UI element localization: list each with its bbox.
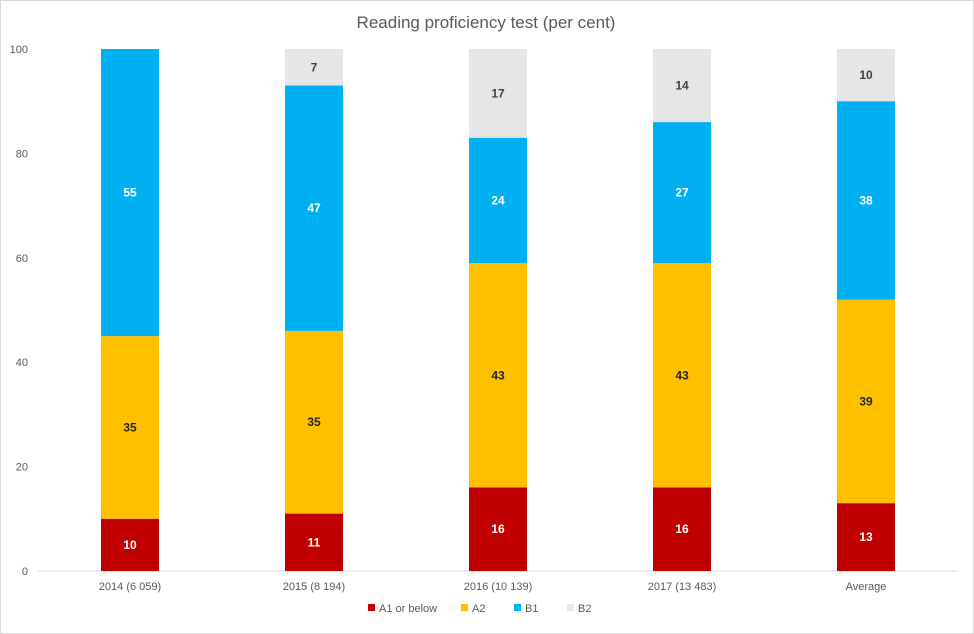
data-label: 24 — [491, 193, 505, 207]
x-tick-label: Average — [846, 581, 887, 593]
bars: 10 35 55 11 35 47 7 16 43 24 17 16 43 27 14 13 39 38 10 — [101, 49, 895, 571]
chart-title: Reading proficiency test (per cent) — [357, 13, 616, 32]
data-label: 27 — [675, 186, 689, 200]
bar-segment — [285, 330, 343, 514]
legend-swatch — [461, 604, 468, 611]
data-label: 47 — [307, 201, 321, 215]
data-label: 43 — [491, 368, 505, 382]
data-label: 14 — [675, 79, 689, 93]
bar-segment — [469, 263, 527, 488]
data-label: 10 — [859, 68, 873, 82]
bar-segment — [653, 263, 711, 488]
data-label: 55 — [123, 186, 137, 200]
bar-segment — [653, 487, 711, 571]
bar-segment — [285, 85, 343, 331]
legend-label: B1 — [525, 603, 538, 615]
y-tick-label: 80 — [16, 148, 28, 160]
data-label: 35 — [123, 420, 137, 434]
axes: 0 20 40 60 80 100 2014 (6 059) 2015 (8 194) 2016… — [10, 44, 958, 593]
bar-segment — [101, 336, 159, 519]
legend-swatch — [514, 604, 521, 611]
bar-segment — [469, 487, 527, 571]
bar-segment — [837, 299, 895, 504]
data-label: 17 — [491, 86, 505, 100]
data-label: 16 — [491, 522, 505, 536]
legend-swatch — [567, 604, 574, 611]
bar-segment — [469, 137, 527, 264]
data-label: 35 — [307, 415, 321, 429]
bar-segment — [285, 49, 343, 86]
y-tick-label: 0 — [22, 566, 28, 578]
bar-segment — [469, 49, 527, 138]
legend-label: B2 — [578, 603, 591, 615]
legend-swatch — [368, 604, 375, 611]
data-label: 7 — [311, 60, 318, 74]
data-label: 16 — [675, 522, 689, 536]
data-label: 38 — [859, 193, 873, 207]
bar-segment — [837, 49, 895, 102]
data-label: 43 — [675, 368, 689, 382]
data-label: 10 — [123, 538, 137, 552]
y-tick-label: 20 — [16, 462, 28, 474]
x-tick-label: 2016 (10 139) — [464, 581, 533, 593]
bar-segment — [653, 122, 711, 264]
y-tick-label: 40 — [16, 357, 28, 369]
bar-segment — [101, 518, 159, 571]
y-tick-label: 100 — [10, 44, 28, 56]
x-tick-label: 2014 (6 059) — [99, 581, 161, 593]
bar-segment — [101, 49, 159, 337]
legend-label: A1 or below — [379, 603, 437, 615]
bar-segment — [837, 101, 895, 300]
y-tick-label: 60 — [16, 253, 28, 265]
bar-segment — [653, 49, 711, 123]
bar-segment — [837, 503, 895, 571]
x-tick-label: 2017 (13 483) — [648, 581, 717, 593]
data-label: 39 — [859, 394, 873, 408]
legend: A1 or below A2 B1 B2 — [368, 603, 591, 615]
data-label: 11 — [308, 535, 321, 549]
data-label: 13 — [859, 530, 873, 544]
bar-segment — [285, 513, 343, 571]
x-tick-label: 2015 (8 194) — [283, 581, 345, 593]
legend-label: A2 — [472, 603, 485, 615]
